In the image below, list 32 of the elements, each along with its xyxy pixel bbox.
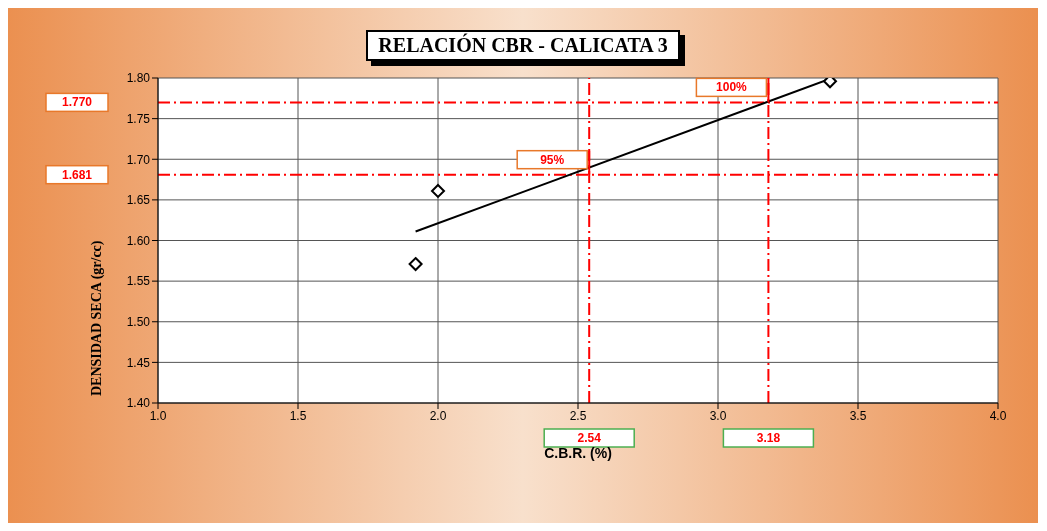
y-tick-label: 1.70 <box>126 152 151 167</box>
chart-title: RELACIÓN CBR - CALICATA 3 <box>366 30 680 61</box>
y-tick-label: 1.55 <box>126 274 151 289</box>
y-tick-label: 1.80 <box>126 71 151 86</box>
ref-line-label: 1.770 <box>61 95 93 110</box>
x-tick-label: 1.0 <box>149 408 167 423</box>
x-tick-label: 2.0 <box>429 408 447 423</box>
label-box: 1.681 <box>45 164 109 185</box>
y-tick-label: 1.65 <box>126 193 151 208</box>
x-tick-label: 4.0 <box>989 408 1007 423</box>
y-tick-label: 1.40 <box>126 396 151 411</box>
annotation: 95% <box>540 152 565 167</box>
label-box: 2.54 <box>543 428 635 448</box>
ref-line-label: 2.54 <box>577 431 602 445</box>
annotation: 100% <box>716 80 748 95</box>
point <box>823 78 837 89</box>
ref-line-label: 3.18 <box>756 431 781 445</box>
y-tick-label: 1.75 <box>126 111 151 126</box>
x-tick-label: 3.5 <box>849 408 867 423</box>
label-box: 1.770 <box>45 92 109 113</box>
label-box: 3.18 <box>722 428 815 448</box>
x-tick-label: 2.5 <box>569 408 587 423</box>
y-tick-label: 1.45 <box>126 355 151 370</box>
y-axis-title: DENSIDAD SECA (gr/cc) <box>88 240 105 397</box>
ref-line-label: 1.681 <box>61 167 93 182</box>
x-tick-label: 1.5 <box>289 408 307 423</box>
y-tick-label: 1.50 <box>126 315 151 330</box>
point <box>431 183 445 198</box>
point <box>408 257 423 272</box>
x-tick-label: 3.0 <box>709 408 727 423</box>
y-tick-label: 1.60 <box>126 233 151 248</box>
x-axis-title: C.B.R. (%) <box>544 445 612 461</box>
